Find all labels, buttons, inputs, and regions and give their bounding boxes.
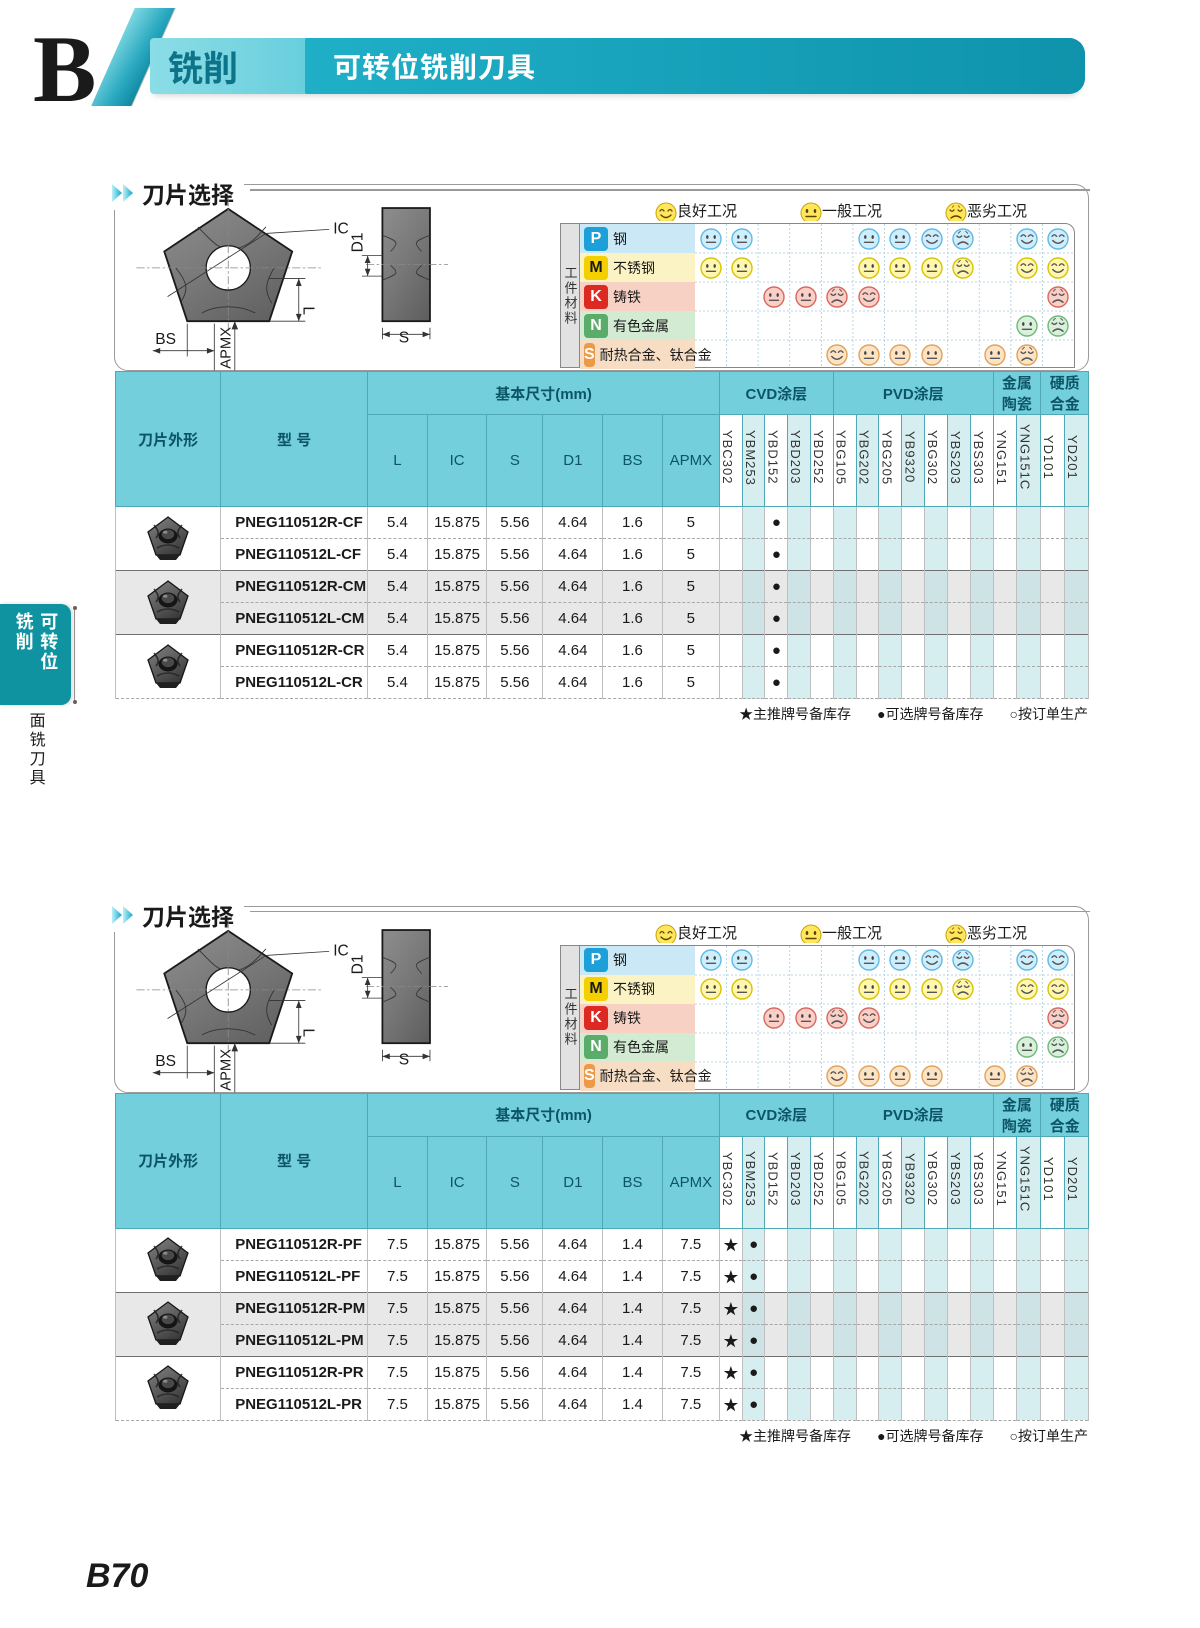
svg-text:IC: IC	[333, 942, 349, 959]
svg-text:良好工况: 良好工况	[677, 203, 737, 220]
svg-text:L: L	[300, 306, 317, 315]
svg-text:L: L	[300, 1028, 317, 1037]
svg-text:恶劣工况: 恶劣工况	[967, 203, 1027, 220]
svg-text:S: S	[399, 330, 409, 347]
svg-text:APMX: APMX	[219, 327, 235, 369]
svg-text:D1: D1	[350, 232, 367, 252]
svg-text:一般工况: 一般工况	[822, 203, 882, 220]
svg-text:IC: IC	[333, 220, 349, 237]
svg-text:恶劣工况: 恶劣工况	[967, 925, 1027, 942]
svg-text:BS: BS	[155, 1053, 176, 1070]
svg-text:D1: D1	[350, 954, 367, 974]
svg-text:S: S	[399, 1051, 409, 1068]
svg-text:一般工况: 一般工况	[822, 925, 882, 942]
svg-text:良好工况: 良好工况	[677, 925, 737, 942]
svg-text:BS: BS	[155, 331, 176, 348]
svg-text:APMX: APMX	[219, 1048, 235, 1090]
